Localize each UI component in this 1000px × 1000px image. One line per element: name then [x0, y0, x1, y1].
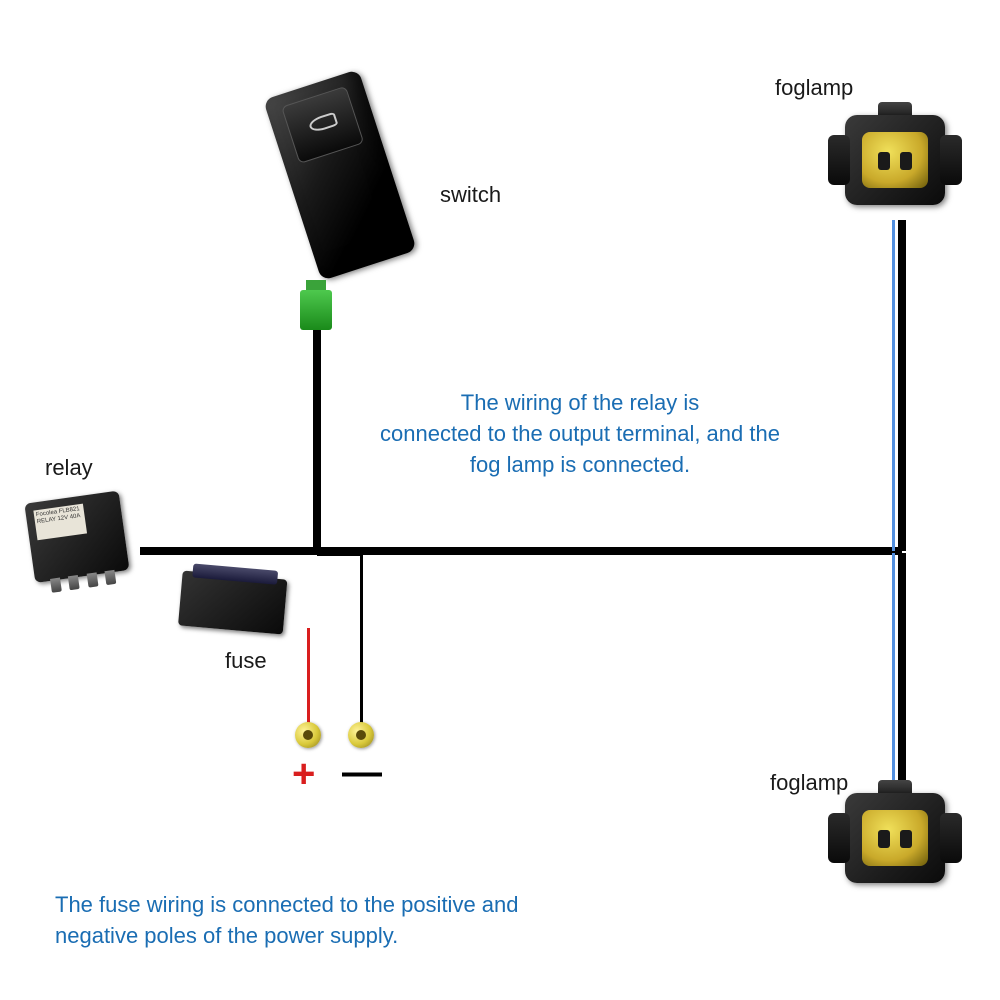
fuse-component [178, 571, 288, 640]
fuse-red-wire [307, 628, 310, 728]
green-connector [300, 290, 332, 330]
switch-down-wire [313, 328, 321, 551]
right-up-wire [898, 220, 906, 551]
plus-symbol: + [292, 752, 315, 797]
main-bus-wire [140, 547, 902, 555]
neg-wire-v [360, 555, 363, 730]
center-description: The wiring of the relay is connected to … [335, 388, 825, 480]
right-up-blue-wire [892, 220, 895, 551]
foglamp-top-label: foglamp [775, 75, 853, 101]
right-down-wire [898, 553, 906, 783]
relay-label-text: relay [45, 455, 93, 481]
relay-spec-label: Focolea FLB821 RELAY 12V 40A [33, 504, 87, 541]
bottom-description: The fuse wiring is connected to the posi… [55, 890, 815, 952]
right-down-blue-wire [892, 553, 895, 783]
foglamp-top [830, 100, 960, 220]
foglamp-bottom [830, 778, 960, 898]
switch-component [263, 69, 417, 281]
fuse-label-text: fuse [225, 648, 267, 674]
ring-terminal-neg [348, 722, 374, 748]
ring-terminal-pos [295, 722, 321, 748]
minus-symbol: — [342, 750, 382, 795]
switch-label: switch [440, 182, 501, 208]
foglamp-bottom-label: foglamp [770, 770, 848, 796]
relay-component: Focolea FLB821 RELAY 12V 40A [24, 487, 155, 593]
neg-tie [317, 553, 363, 556]
